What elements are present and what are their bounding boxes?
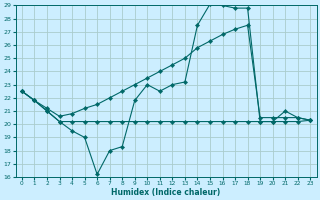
X-axis label: Humidex (Indice chaleur): Humidex (Indice chaleur): [111, 188, 221, 197]
